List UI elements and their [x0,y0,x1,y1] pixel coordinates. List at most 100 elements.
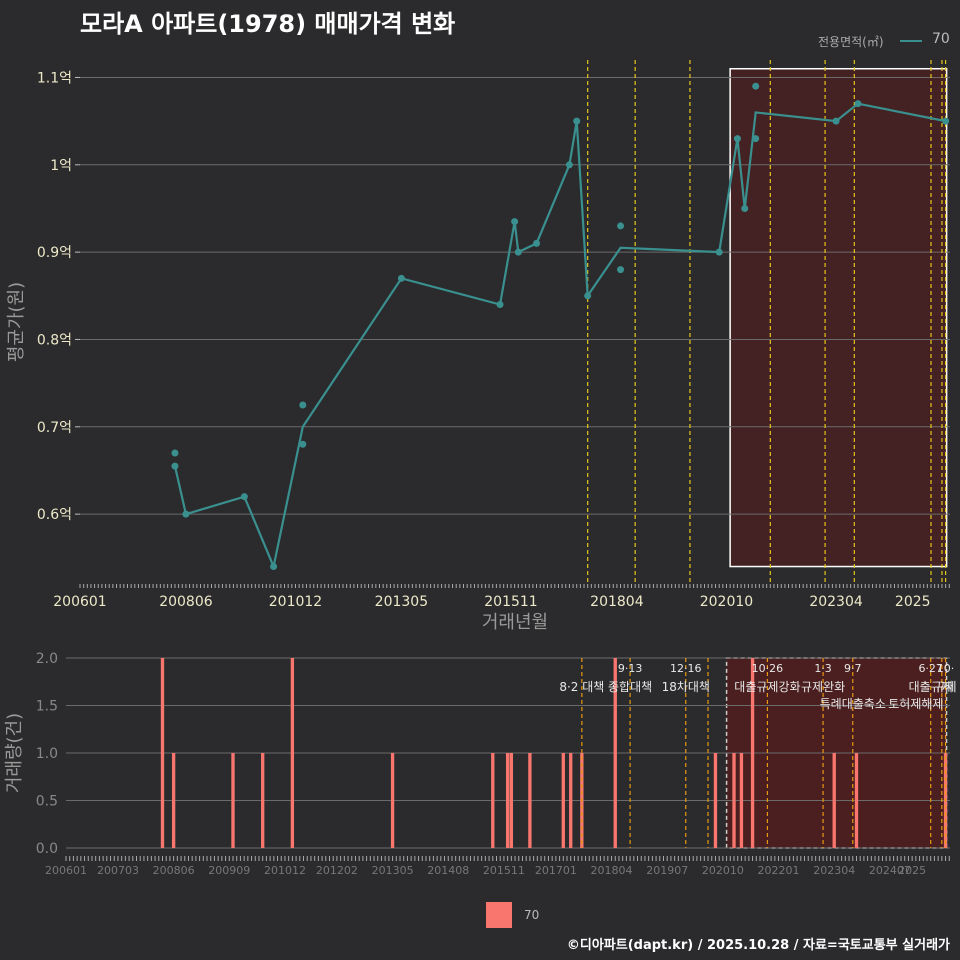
volume-bar [505,753,510,848]
policy-name-label: 18차대책 [662,679,710,694]
bar-y-axis-title: 거래량(건) [4,713,25,793]
x-tick-label: 201012 [269,594,322,610]
legend-series-label: 70 [932,31,950,47]
x-minor-ticks [79,584,950,588]
policy-name-label: 특례대출축소 [820,697,886,711]
x-tick-label: 202010 [700,594,753,610]
volume-bar [509,753,514,848]
price-point [171,449,179,457]
legend-bar-swatch [486,902,512,928]
volume-bar [261,753,265,848]
price-point [533,239,541,247]
footer-credit: ©디아파트(dapt.kr) / 2025.10.28 / 자료=국토교통부 실… [566,938,950,953]
x-tick-label: 200601 [53,594,106,610]
price-point [496,301,504,309]
policy-name-label: 대출규제강화 [734,680,800,694]
legend-bottom: 70 [486,902,566,928]
price-point [617,222,625,230]
bar-y-tick-label: 0.0 [36,841,58,857]
price-point [299,401,307,409]
bar-x-tick-label: 201907 [646,864,688,877]
policy-date-label: 10·26 [752,662,784,675]
volume-bar [739,753,744,848]
bar-x-tick-label: 200909 [208,864,250,877]
x-tick-label: 202304 [809,594,863,610]
volume-bar [750,658,755,848]
price-point [942,117,950,125]
y-axis-title: 평균가(원) [6,282,27,362]
price-point [752,82,760,90]
y-tick-label: 0.7억 [37,420,72,436]
price-point [584,292,592,300]
bar-x-tick-label: 202010 [702,864,744,877]
price-point [397,274,405,282]
price-point [573,117,581,125]
policy-name-label: 8·2 대책 [559,679,604,694]
bar-x-tick-label: 201202 [316,864,358,877]
price-point [733,135,741,143]
bar-x-minor-ticks [65,856,950,861]
bar-x-tick-label: 201012 [264,864,306,877]
bar-x-tick-label: 200806 [153,864,195,877]
bar-x-tick-label: 201408 [427,864,469,877]
legend-line-swatch [900,40,922,42]
volume-bar [290,658,295,848]
policy-date-label: 10· [937,662,955,675]
bar-x-tick-label: 200703 [97,864,139,877]
policy-name-label: 토허제해제 [888,697,943,711]
price-point [741,204,749,212]
volume-bar [569,753,573,848]
highlight-frame [729,67,948,568]
policy-date-label: 12·16 [670,662,702,675]
volume-bar [160,658,165,848]
volume-bar [732,753,736,848]
bar-x-tick-label: 2025 [898,864,926,877]
bar-y-tick-label: 0.5 [36,794,58,810]
x-axis-title: 거래년월 [482,612,548,633]
y-tick-label: 0.9억 [37,245,72,261]
legend-title: 전용면적(㎡) [818,35,884,49]
x-tick-label: 201804 [590,594,644,610]
price-point [617,266,625,274]
policy-date-label: 9·7 [844,662,862,675]
bar-x-tick-label: 201511 [483,864,525,877]
bar-y-tick-label: 1.0 [36,746,58,762]
price-line-chart: 0.6억 0.7억 0.8억 0.9억 1억 1.1억 200601 200806 201012… [6,60,950,633]
legend-bar-label: 70 [524,908,540,922]
policy-name-label: 종합대책 [608,679,652,694]
volume-bar [231,753,235,848]
y-tick-label: 1.1억 [37,70,72,86]
chart-title: 모라A 아파트(1978) 매매가격 변화 [80,10,456,38]
price-point [715,248,723,256]
bar-x-tick-label: 201701 [535,864,577,877]
volume-bar [528,753,532,848]
policy-date-label: 6·27 [918,662,943,675]
policy-date-label: 1·3 [814,662,832,675]
x-tick-label: 201511 [484,594,537,610]
volume-bar [832,753,836,848]
bar-x-tick-label: 200601 [45,864,87,877]
volume-bar [613,658,617,848]
bar-y-tick-label: 1.5 [36,699,58,715]
price-point [240,493,248,501]
policy-name-label: 대출규제 [909,680,953,694]
volume-bar [171,753,176,848]
legend-top: 전용면적(㎡) 70 [818,31,958,50]
volume-bar [561,753,565,848]
price-point [565,161,573,169]
bar-x-tick-label: 201305 [372,864,414,877]
price-point [854,100,862,108]
volume-bar [854,753,859,848]
y-tick-label: 0.8억 [37,332,72,348]
volume-bar [713,753,718,848]
x-tick-label: 200806 [159,594,213,610]
price-point [299,440,307,448]
policy-name-label: 규제 [934,680,956,694]
price-point [270,563,278,571]
price-point [171,462,179,470]
highlight-region [730,68,947,567]
bar-x-tick-label: 202201 [758,864,800,877]
price-point [511,218,519,226]
x-tick-label: 2025 [895,594,931,610]
